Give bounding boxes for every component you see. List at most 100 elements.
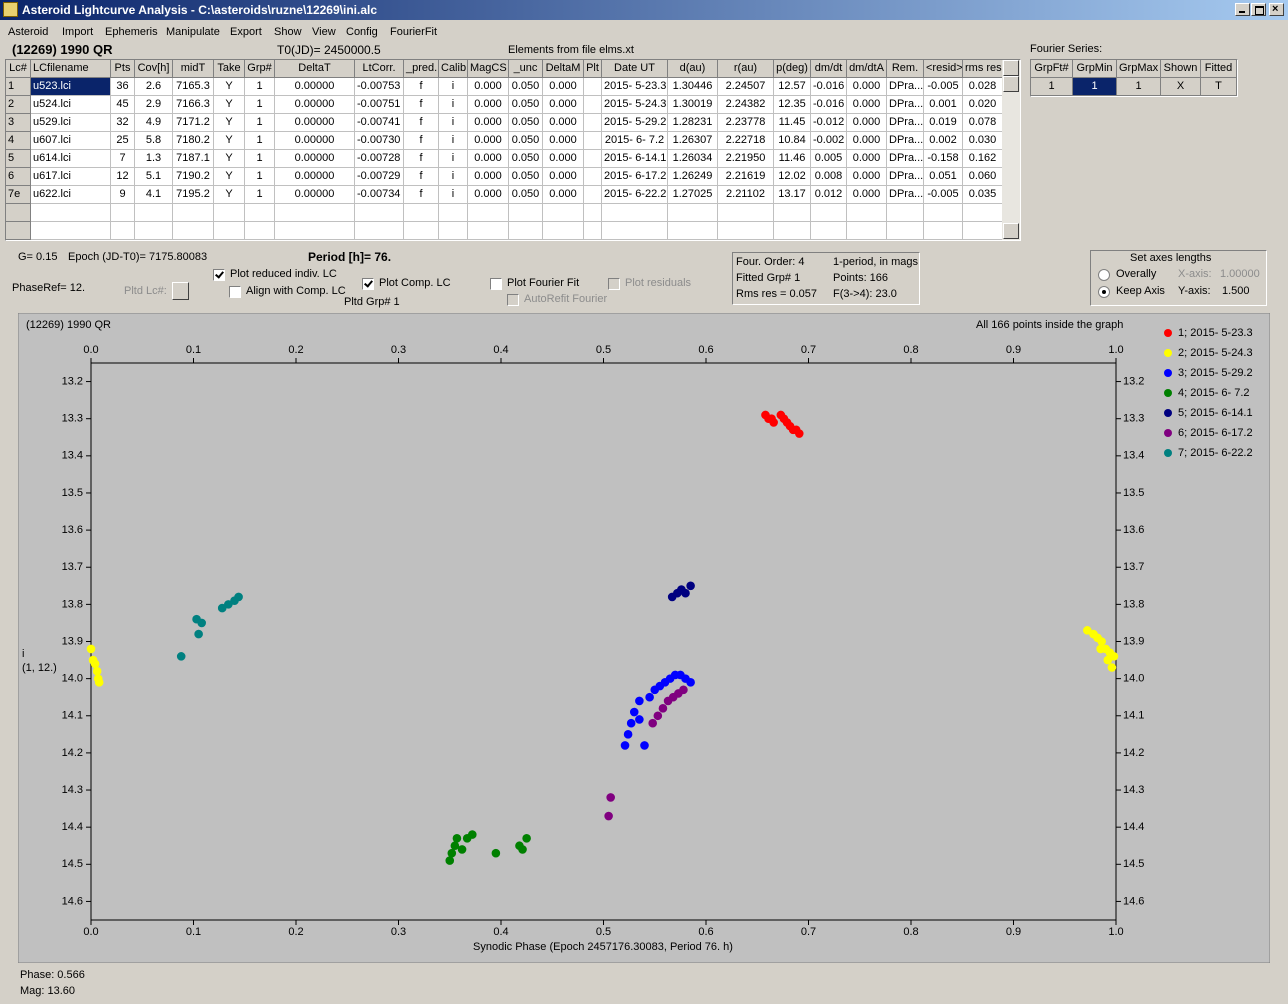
table-cell[interactable] [602,204,668,222]
table-cell[interactable]: 0.000 [847,150,887,168]
table-cell[interactable] [135,204,173,222]
table-cell[interactable]: 1 [1117,78,1161,96]
table-cell[interactable]: 2.21619 [718,168,774,186]
table-cell[interactable] [584,78,602,96]
table-cell[interactable]: 11.45 [774,114,811,132]
table-cell[interactable] [774,222,811,240]
table-cell[interactable]: 0.00000 [275,132,355,150]
column-header[interactable]: Shown [1161,60,1201,78]
table-cell[interactable]: 5.1 [135,168,173,186]
checkbox[interactable] [229,286,241,298]
table-cell[interactable]: 2015- 6-14.1 [602,150,668,168]
table-cell[interactable]: 0.020 [963,96,1003,114]
row-header[interactable]: 2 [6,96,31,114]
table-cell[interactable]: 0.000 [468,132,509,150]
table-cell[interactable]: DPra... [887,168,924,186]
menu-item[interactable]: Manipulate [166,26,220,38]
table-cell[interactable] [602,222,668,240]
table-cell[interactable]: f [404,132,439,150]
table-cell[interactable]: 2.21950 [718,150,774,168]
table-cell[interactable]: 4.1 [135,186,173,204]
table-cell[interactable]: -0.005 [924,186,963,204]
table-cell[interactable]: 0.019 [924,114,963,132]
checkbox[interactable] [490,278,502,290]
table-cell[interactable]: 0.00000 [275,186,355,204]
menu-item[interactable]: Config [346,26,378,38]
pltd-lc-spinner[interactable] [172,282,189,300]
table-cell[interactable] [245,222,275,240]
table-cell[interactable]: -0.00753 [355,78,404,96]
column-header[interactable]: Lc# [6,60,31,78]
column-header[interactable]: Calib. [439,60,468,78]
column-header[interactable]: Take [214,60,245,78]
table-cell[interactable]: i [439,150,468,168]
table-cell[interactable]: 7187.1 [173,150,214,168]
table-cell[interactable]: X [1161,78,1201,96]
table-cell[interactable]: u622.lci [31,186,111,204]
column-header[interactable]: Date UT [602,60,668,78]
table-cell[interactable]: -0.016 [811,78,847,96]
table-cell[interactable] [355,222,404,240]
table-cell[interactable] [887,204,924,222]
table-cell[interactable] [963,204,1003,222]
table-cell[interactable]: 2015- 6- 7.2 [602,132,668,150]
table-cell[interactable]: f [404,186,439,204]
table-cell[interactable] [111,204,135,222]
table-cell[interactable]: u617.lci [31,168,111,186]
table-cell[interactable]: 1 [245,96,275,114]
table-cell[interactable] [468,222,509,240]
column-header[interactable]: DeltaT [275,60,355,78]
table-cell[interactable]: 0.00000 [275,78,355,96]
table-cell[interactable]: Y [214,78,245,96]
table-cell[interactable]: -0.158 [924,150,963,168]
table-cell[interactable]: i [439,186,468,204]
table-cell[interactable]: Y [214,114,245,132]
table-cell[interactable]: 1 [245,132,275,150]
menu-item[interactable]: Asteroid [8,26,49,38]
table-cell[interactable]: u524.lci [31,96,111,114]
table-cell[interactable] [543,222,584,240]
table-cell[interactable]: 0.051 [924,168,963,186]
table-cell[interactable]: 1.26307 [668,132,718,150]
column-header[interactable]: Plt [584,60,602,78]
row-header[interactable]: 4 [6,132,31,150]
table-cell[interactable]: 0.00000 [275,96,355,114]
table-cell[interactable]: 0.000 [543,114,584,132]
table-cell[interactable]: 13.17 [774,186,811,204]
table-cell[interactable]: 0.000 [468,78,509,96]
column-header[interactable]: rms res [963,60,1003,78]
table-cell[interactable]: i [439,114,468,132]
checkbox-label[interactable]: Plot reduced indiv. LC [230,268,337,280]
table-cell[interactable] [275,222,355,240]
table-cell[interactable]: 2.6 [135,78,173,96]
table-cell[interactable]: 25 [111,132,135,150]
table-cell[interactable]: 2.24382 [718,96,774,114]
table-cell[interactable] [355,204,404,222]
table-cell[interactable] [214,204,245,222]
column-header[interactable]: _pred. [404,60,439,78]
close-button[interactable]: × [1269,3,1284,16]
column-header[interactable]: Rem. [887,60,924,78]
table-cell[interactable]: 2.9 [135,96,173,114]
table-cell[interactable] [584,150,602,168]
table-cell[interactable] [31,222,111,240]
table-cell[interactable] [214,222,245,240]
menu-item[interactable]: View [312,26,336,38]
table-cell[interactable]: 2015- 5-23.3 [602,78,668,96]
table-cell[interactable]: 0.000 [468,186,509,204]
row-header[interactable] [6,204,31,222]
column-header[interactable]: LtCorr. [355,60,404,78]
table-cell[interactable]: 0.050 [509,168,543,186]
checkbox[interactable] [213,269,225,281]
table-cell[interactable]: 0.028 [963,78,1003,96]
lightcurve-table[interactable]: Lc# LCfilename Pts Cov[h] midT Take Grp# DeltaT… [5,59,1021,241]
checkbox-label[interactable]: Align with Comp. LC [246,285,346,297]
table-cell[interactable]: u529.lci [31,114,111,132]
scroll-thumb[interactable] [1003,76,1019,92]
table-cell[interactable]: 0.050 [509,96,543,114]
table-cell[interactable] [718,204,774,222]
table-cell[interactable] [584,204,602,222]
table-cell[interactable]: 0.050 [509,186,543,204]
table-cell[interactable]: 0.000 [468,114,509,132]
table-cell[interactable] [439,204,468,222]
